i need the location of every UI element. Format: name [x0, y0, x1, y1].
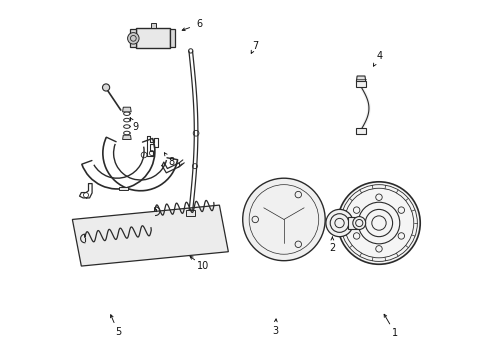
Circle shape [102, 84, 109, 91]
Polygon shape [356, 81, 365, 87]
Polygon shape [136, 28, 170, 48]
Text: 1: 1 [391, 328, 397, 338]
Text: 10: 10 [197, 261, 209, 271]
Polygon shape [72, 205, 228, 266]
Polygon shape [170, 30, 174, 47]
Text: 5: 5 [115, 327, 121, 337]
Circle shape [325, 210, 352, 237]
Text: 4: 4 [375, 51, 382, 61]
Circle shape [249, 185, 318, 254]
Polygon shape [151, 23, 156, 28]
Text: 7: 7 [252, 41, 258, 50]
Circle shape [127, 33, 139, 44]
Text: 9: 9 [133, 122, 139, 132]
Polygon shape [122, 135, 131, 139]
Polygon shape [119, 186, 128, 190]
Polygon shape [348, 217, 359, 229]
Polygon shape [185, 211, 195, 216]
Text: 8: 8 [167, 157, 174, 167]
Circle shape [352, 217, 365, 229]
Polygon shape [130, 30, 136, 47]
Polygon shape [356, 76, 365, 81]
Circle shape [337, 182, 419, 264]
Polygon shape [122, 107, 131, 112]
Text: 6: 6 [196, 19, 203, 29]
Text: 3: 3 [271, 326, 278, 336]
Ellipse shape [273, 210, 288, 227]
Circle shape [242, 178, 325, 261]
Ellipse shape [267, 203, 292, 233]
Text: 2: 2 [328, 243, 335, 253]
Polygon shape [356, 128, 365, 134]
